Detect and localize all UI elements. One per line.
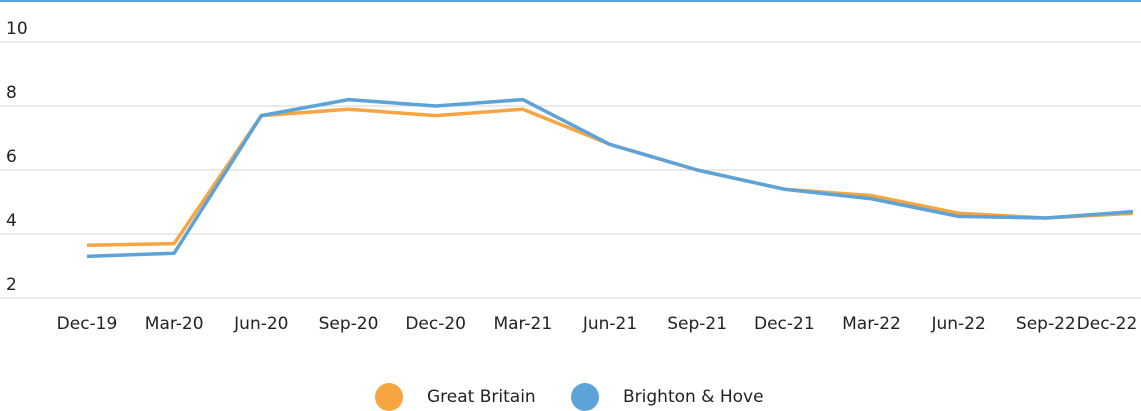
legend-label: Brighton & Hove — [623, 387, 764, 407]
x-tick-label: Dec-22 — [1077, 314, 1138, 334]
legend-swatch — [571, 383, 599, 411]
legend-swatch — [375, 383, 403, 411]
series-line — [86, 107, 1134, 247]
x-tick-label: Jun-20 — [233, 314, 288, 334]
legend-label: Great Britain — [427, 387, 536, 407]
x-tick-label: Jun-22 — [930, 314, 985, 334]
x-tick-label: Dec-19 — [57, 314, 118, 334]
x-tick-label: Dec-20 — [405, 314, 466, 334]
x-tick-label: Mar-21 — [493, 314, 552, 334]
x-tick-label: Jun-21 — [582, 314, 637, 334]
x-tick-label: Mar-20 — [145, 314, 204, 334]
x-tick-label: Sep-22 — [1016, 314, 1076, 334]
x-tick-label: Sep-21 — [667, 314, 727, 334]
y-tick-label: 4 — [6, 211, 17, 231]
x-tick-label: Dec-21 — [754, 314, 815, 334]
y-tick-label: 8 — [6, 83, 17, 103]
x-tick-label: Sep-20 — [319, 314, 379, 334]
y-tick-label: 2 — [6, 275, 17, 295]
x-tick-label: Mar-22 — [842, 314, 901, 334]
y-tick-label: 10 — [6, 19, 28, 39]
y-tick-label: 6 — [6, 147, 17, 167]
series-line — [86, 97, 1134, 259]
